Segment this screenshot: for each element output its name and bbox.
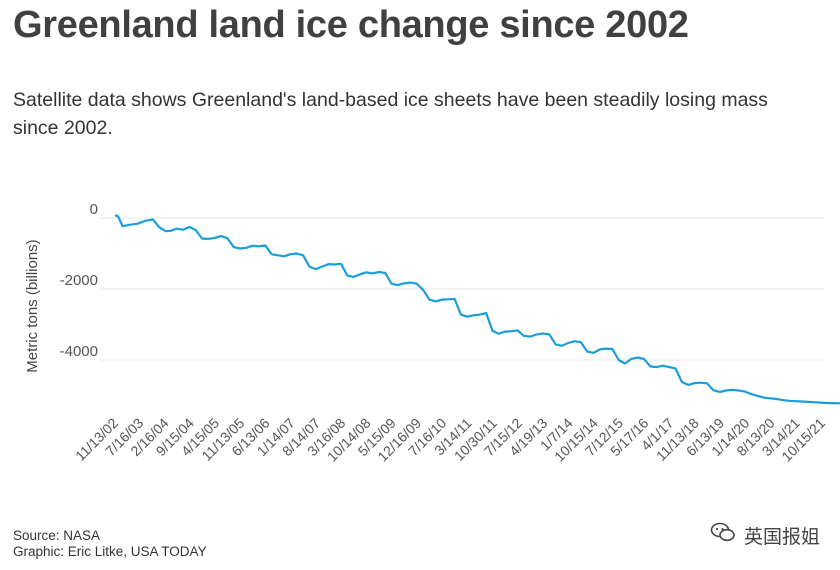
graphic-credit: Graphic: Eric Litke, USA TODAY (13, 544, 207, 559)
y-tick-label: -2000 (60, 272, 98, 289)
x-tick-labels: 11/13/027/16/032/16/049/15/044/15/0511/1… (72, 415, 828, 465)
footer: Source: NASA Graphic: Eric Litke, USA TO… (13, 528, 207, 560)
y-tick-labels: 0 -2000 -4000 (60, 201, 98, 360)
series-layer (114, 214, 840, 405)
wechat-official-account-icon (710, 521, 736, 549)
series-line (114, 214, 840, 405)
y-axis-label: Metric tons (billions) (24, 239, 41, 372)
watermark: 英国报姐 (710, 521, 820, 549)
chart-title: Greenland land ice change since 2002 (13, 4, 689, 46)
chart-subtitle: Satellite data shows Greenland's land-ba… (13, 89, 768, 139)
watermark-text: 英国报姐 (743, 526, 820, 548)
source-credit: Source: NASA (13, 528, 101, 543)
y-tick-label: -4000 (60, 343, 98, 360)
grid-layer (100, 217, 824, 361)
line-chart: 0 -2000 -4000 Metric tons (billions) 11/13… (24, 201, 840, 465)
y-tick-label: 0 (90, 201, 98, 218)
